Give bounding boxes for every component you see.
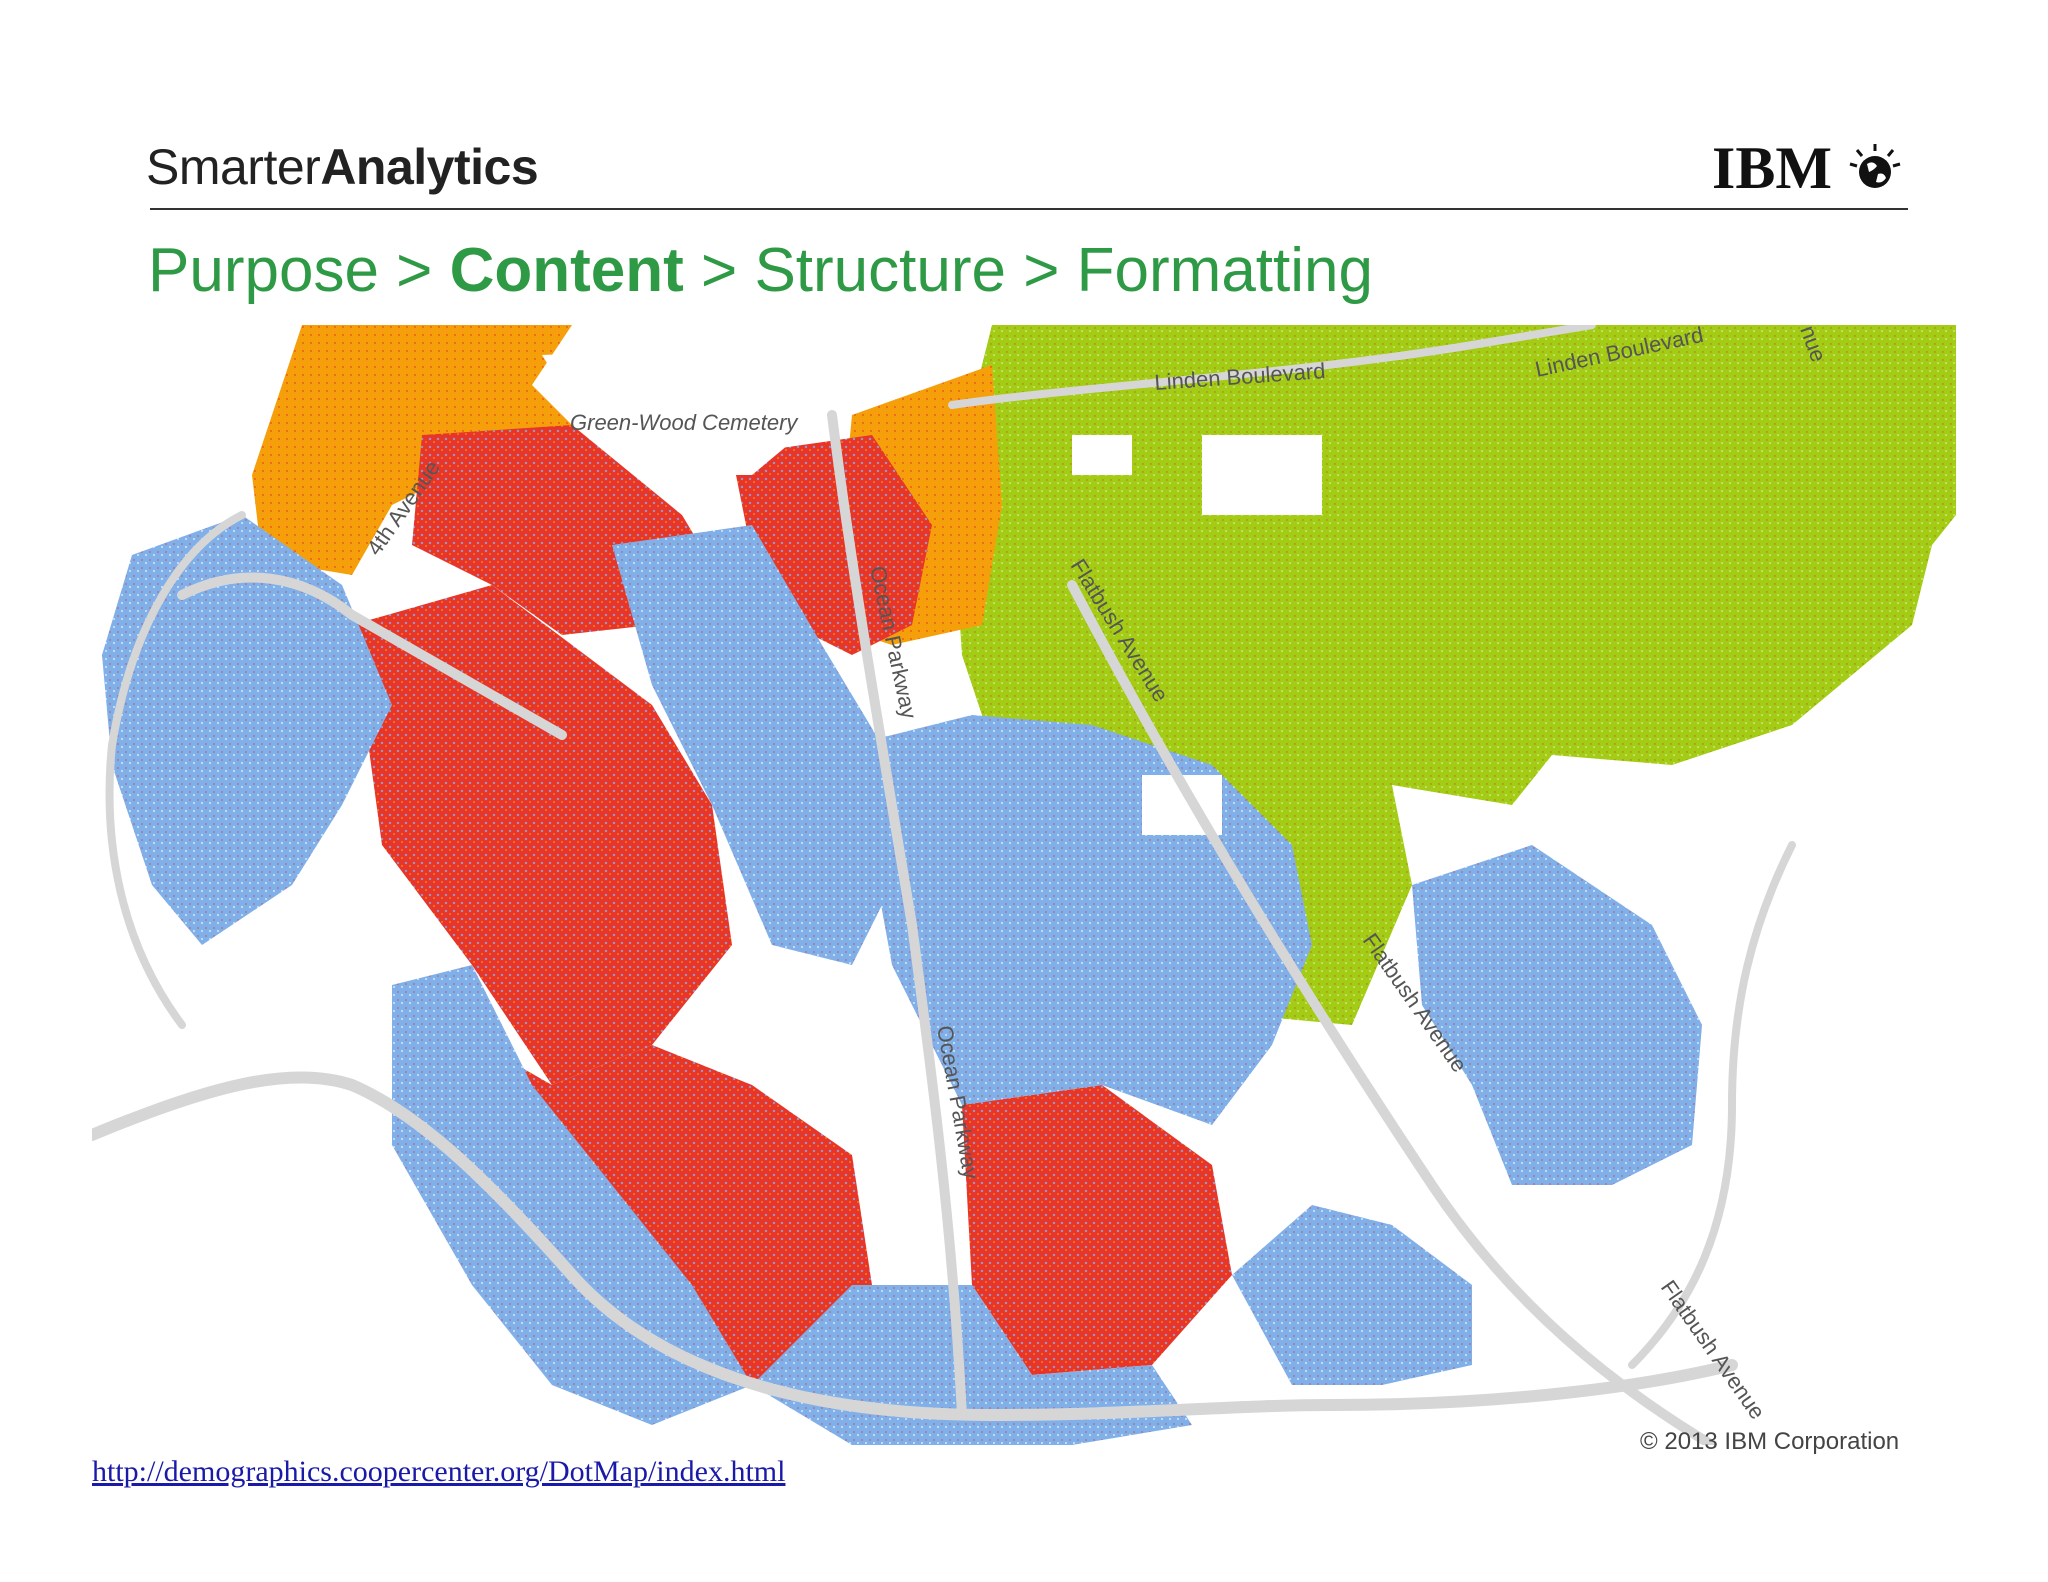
road-belt-parkway <box>92 1071 1738 1422</box>
breadcrumb-purpose: Purpose <box>148 236 379 305</box>
roads <box>92 325 1796 1445</box>
road-prospect-expressway <box>177 572 567 740</box>
road-ocean-parkway <box>827 410 967 1420</box>
copyright-notice: © 2013 IBM Corporation <box>1640 1428 1900 1455</box>
breadcrumb-formatting: Formatting <box>1076 236 1373 305</box>
area-blue-southwest <box>392 965 752 1425</box>
dot-map: Green-Wood Cemetery 4th Avenue Linden Bo… <box>92 325 1956 1445</box>
breadcrumb-separator: > <box>378 236 450 305</box>
empty-block <box>1252 1025 1392 1155</box>
breadcrumb: Purpose > Content > Structure > Formatti… <box>148 235 1373 306</box>
label-green-wood-cemetery: Green-Wood Cemetery <box>570 410 799 435</box>
breadcrumb-structure: Structure <box>754 236 1006 305</box>
area-red-west <box>352 585 732 1085</box>
road-linden-boulevard <box>948 325 1596 409</box>
empty-block <box>1202 435 1322 515</box>
breadcrumb-separator: > <box>683 236 755 305</box>
breadcrumb-content-current: Content <box>449 236 684 305</box>
source-link[interactable]: http://demographics.coopercenter.org/Dot… <box>92 1455 786 1488</box>
breadcrumb-separator: > <box>1006 236 1077 305</box>
road-east-edge <box>1628 841 1796 1369</box>
area-blue-east <box>1412 845 1702 1185</box>
header-divider <box>150 208 1908 210</box>
green-wood-cemetery-area <box>542 345 812 475</box>
empty-block <box>262 1045 382 1155</box>
area-blue-center <box>612 525 892 965</box>
brand-bold: Analytics <box>320 139 539 195</box>
empty-block <box>1072 435 1132 475</box>
area-blue-far-west <box>102 515 392 945</box>
ibm-logo: IBM <box>1712 136 1901 198</box>
brand-light: Smarter <box>146 139 321 195</box>
road-flatbush-avenue <box>1067 580 1717 1445</box>
dot-map-canvas: Green-Wood Cemetery 4th Avenue Linden Bo… <box>92 325 1956 1445</box>
globe-bee-icon <box>1849 144 1901 188</box>
area-red-southcenter <box>962 1085 1232 1375</box>
area-blue-southeast <box>1232 1205 1472 1385</box>
ibm-logo-text: IBM <box>1712 136 1832 198</box>
smarter-analytics-logo: SmarterAnalytics <box>146 138 539 196</box>
road-west-edge <box>105 511 246 1029</box>
